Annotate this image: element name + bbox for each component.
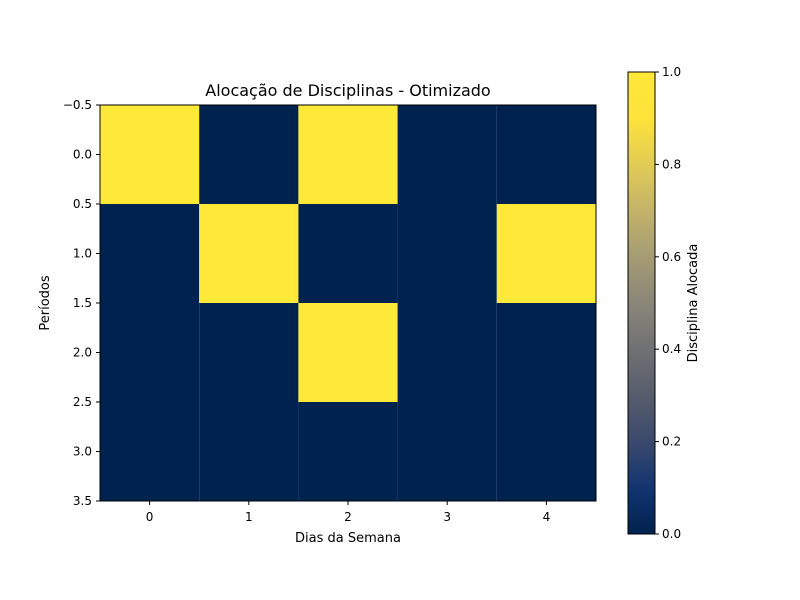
- heatmap-cell: [199, 303, 299, 402]
- colorbar-tick-label: 0.8: [662, 157, 681, 171]
- y-tick-label: 3.5: [73, 494, 92, 508]
- heatmap-cell: [199, 402, 299, 501]
- y-tick-label: 2.0: [73, 346, 92, 360]
- colorbar-tick-label: 1.0: [662, 65, 681, 79]
- heatmap-cell: [397, 204, 497, 303]
- y-tick-label: 0.5: [73, 197, 92, 211]
- heatmap-cell: [298, 204, 398, 303]
- heatmap-cell: [496, 402, 596, 501]
- heatmap-cell: [199, 105, 299, 204]
- heatmap-cell: [298, 105, 398, 204]
- x-tick-label: 4: [543, 510, 551, 524]
- x-axis-label: Dias da Semana: [295, 531, 401, 546]
- heatmap-cell: [496, 204, 596, 303]
- colorbar-label: Disciplina Alocada: [686, 244, 701, 363]
- heatmap-cell: [100, 402, 200, 501]
- y-tick-label: 3.0: [73, 445, 92, 459]
- x-tick-label: 0: [146, 510, 154, 524]
- y-tick-label: 2.5: [73, 395, 92, 409]
- y-tick-label: 1.0: [73, 247, 92, 261]
- heatmap-cell: [496, 105, 596, 204]
- y-tick-label: 0.0: [73, 148, 92, 162]
- heatmap-cell: [496, 303, 596, 402]
- heatmap-cell: [100, 105, 200, 204]
- heatmap-cell: [100, 303, 200, 402]
- y-tick-label: −0.5: [63, 98, 92, 112]
- x-tick-label: 2: [344, 510, 352, 524]
- heatmap-cell: [100, 204, 200, 303]
- x-tick-label: 3: [443, 510, 451, 524]
- x-tick-label: 1: [245, 510, 253, 524]
- colorbar-axis: 0.0 0.2 0.4 0.6 0.8 1.0: [655, 65, 681, 541]
- colorbar: [627, 71, 656, 535]
- chart-title: Alocação de Disciplinas - Otimizado: [205, 81, 490, 100]
- heatmap-cell: [397, 303, 497, 402]
- heatmap-cells: [100, 105, 596, 501]
- heatmap-cell: [199, 204, 299, 303]
- heatmap-cell: [397, 402, 497, 501]
- colorbar-tick-label: 0.4: [662, 342, 681, 356]
- colorbar-tick-label: 0.6: [662, 250, 681, 264]
- colorbar-tick-label: 0.0: [662, 527, 681, 541]
- heatmap-cell: [397, 105, 497, 204]
- heatmap-cell: [298, 402, 398, 501]
- y-axis: −0.5 0.0 0.5 1.0 1.5 2.0 2.5 3.0 3.5: [63, 98, 100, 508]
- colorbar-tick-label: 0.2: [662, 435, 681, 449]
- heatmap-cell: [298, 303, 398, 402]
- y-axis-label: Períodos: [38, 275, 53, 330]
- x-axis: 0 1 2 3 4: [146, 501, 550, 524]
- y-tick-label: 1.5: [73, 296, 92, 310]
